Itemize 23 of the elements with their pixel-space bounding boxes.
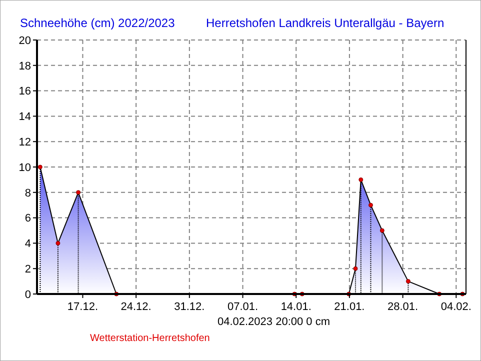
chart-title: Schneehöhe (cm) 2022/2023 [20,16,176,30]
y-tick-label: 20 [18,34,31,47]
y-tick-label: 0 [24,288,31,301]
x-tick-label: 28.01. [388,301,418,313]
text: Wetterstation-Herretshofen [90,333,210,344]
y-tick-label: 14 [18,111,31,124]
y-tick-label: 18 [18,60,31,72]
y-tick-label: 10 [18,162,31,174]
x-tick-label: 07.01. [227,301,258,313]
chart-subtitle: Herretshofen Landkreis Unterallgäu - Bayern [206,16,444,30]
y-tick-label: 12 [18,136,31,148]
x-tick-label: 21.01. [334,301,365,313]
x-tick-label: 17.12. [67,301,98,313]
y-tick-label: 4 [24,238,31,250]
text: 04.02.2023 20:00 0 cm [217,316,330,328]
x-tick-label: 31.12. [174,301,205,313]
y-tick-label: 8 [24,187,31,200]
x-tick-label: 14.01. [280,301,312,313]
x-tick-label: 04.02. [440,301,472,313]
x-tick-label: 24.12. [120,301,152,313]
y-tick-label: 6 [24,212,31,225]
y-tick-label: 2 [24,263,31,276]
y-tick-label: 16 [18,86,31,98]
